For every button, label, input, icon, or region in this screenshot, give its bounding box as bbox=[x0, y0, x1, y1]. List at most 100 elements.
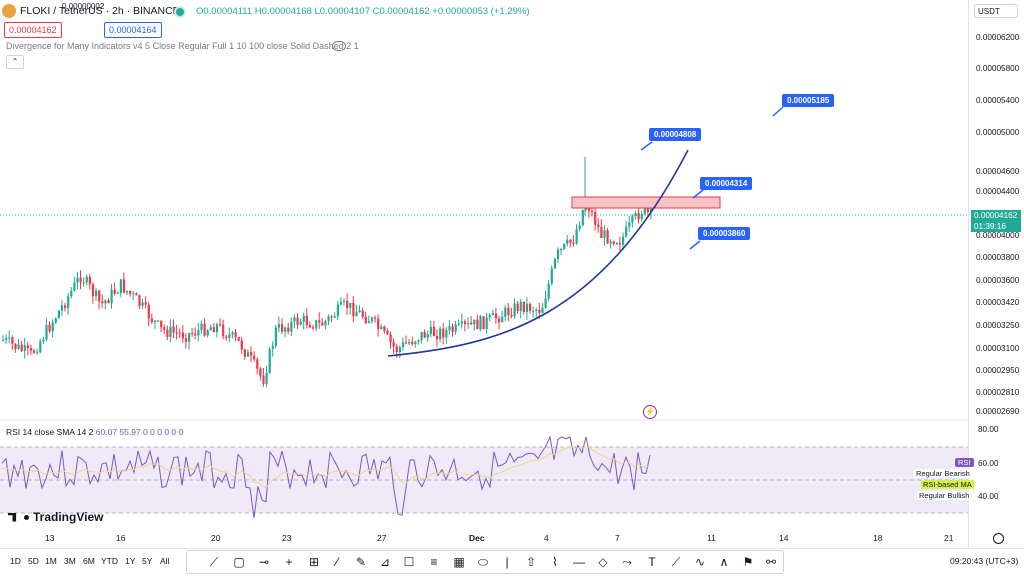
candle bbox=[150, 318, 153, 322]
tradingview-logo[interactable]: TradingView bbox=[8, 510, 103, 524]
timeframe-1d[interactable]: 1D bbox=[10, 556, 21, 566]
brush-icon[interactable]: ⟋ bbox=[671, 555, 681, 569]
candle bbox=[420, 331, 423, 341]
candle bbox=[135, 293, 138, 296]
candle bbox=[265, 372, 268, 384]
candle bbox=[318, 320, 321, 323]
candle bbox=[113, 289, 116, 294]
candle bbox=[153, 320, 157, 322]
currency-select[interactable]: USDT bbox=[974, 4, 1018, 18]
price-callout[interactable]: 0.00004808 bbox=[649, 128, 702, 141]
candle bbox=[144, 302, 147, 305]
candle bbox=[324, 320, 327, 326]
ruler-icon[interactable]: ⊿ bbox=[379, 555, 391, 569]
ellipse-icon[interactable]: ⬭ bbox=[477, 555, 489, 569]
timeframe-1m[interactable]: 1M bbox=[45, 556, 57, 566]
indicator-legend[interactable]: Divergence for Many Indicators v4 5 Clos… bbox=[6, 41, 359, 51]
timeframe-1y[interactable]: 1Y bbox=[125, 556, 136, 566]
price-callout[interactable]: 0.00003860 bbox=[698, 227, 751, 240]
candle bbox=[501, 316, 504, 323]
candle bbox=[175, 332, 178, 334]
candle bbox=[17, 344, 20, 349]
flag-icon[interactable]: ⚑ bbox=[742, 555, 754, 569]
candle bbox=[330, 316, 333, 318]
curve-icon[interactable]: ⤳ bbox=[622, 555, 632, 569]
candle bbox=[107, 300, 110, 304]
candle bbox=[2, 339, 5, 341]
candle bbox=[197, 330, 200, 336]
trend-line-icon[interactable]: ⟋ bbox=[209, 555, 219, 569]
text-tool-icon[interactable]: T bbox=[648, 555, 656, 569]
polyline-icon[interactable]: ∿ bbox=[694, 555, 706, 569]
candle bbox=[408, 342, 411, 344]
lightning-icon[interactable]: ⚡ bbox=[643, 405, 657, 419]
candle bbox=[343, 300, 346, 303]
candle bbox=[79, 277, 82, 283]
candle bbox=[209, 327, 212, 331]
price-tick: 0.00004000 bbox=[976, 231, 1020, 240]
triangle-icon[interactable]: ◇ bbox=[598, 555, 608, 569]
arrow-icon[interactable]: ⇧ bbox=[525, 555, 537, 569]
tradingview-dot-icon bbox=[24, 514, 29, 520]
candle bbox=[417, 340, 420, 342]
candle bbox=[262, 375, 265, 384]
candle bbox=[451, 326, 454, 332]
price-tick: 0.00003250 bbox=[976, 321, 1020, 330]
candle bbox=[544, 298, 547, 308]
candle bbox=[395, 346, 398, 352]
price-chart[interactable] bbox=[0, 0, 968, 548]
timeframe-5y[interactable]: 5Y bbox=[142, 556, 153, 566]
chevron-up-icon[interactable]: ⌃ bbox=[6, 55, 24, 69]
candle bbox=[284, 327, 287, 332]
price-callout[interactable]: 0.00004314 bbox=[700, 177, 753, 190]
text-icon[interactable]: ☐ bbox=[403, 555, 415, 569]
rsi-legend[interactable]: RSI 14 close SMA 14 2 60.07 55.97 0 0 0 … bbox=[6, 427, 183, 437]
pattern-icon[interactable]: ∧ bbox=[719, 555, 729, 569]
fib-icon[interactable]: ≡ bbox=[430, 555, 438, 569]
candle bbox=[398, 347, 401, 352]
price-tick: 0.00002690 bbox=[976, 407, 1020, 416]
horizontal-ray-icon[interactable]: ⊸ bbox=[258, 555, 270, 569]
rectangle-icon[interactable]: ▢ bbox=[233, 555, 245, 569]
candle bbox=[132, 293, 135, 295]
grid-icon[interactable]: ▦ bbox=[453, 555, 465, 569]
eye-icon[interactable] bbox=[332, 41, 346, 51]
candle bbox=[246, 352, 250, 357]
timeframe-3m[interactable]: 3M bbox=[64, 556, 76, 566]
crosshair-icon[interactable]: + bbox=[285, 555, 293, 569]
candle bbox=[126, 290, 129, 293]
candle bbox=[259, 368, 262, 376]
clock[interactable]: 09:20:43 (UTC+3) bbox=[950, 556, 1019, 566]
rsi-label: RSI 14 close SMA 14 2 bbox=[6, 427, 94, 437]
pen-icon[interactable]: ✎ bbox=[355, 555, 367, 569]
position-icon[interactable]: ⊞ bbox=[308, 555, 320, 569]
ray-icon[interactable]: ⁄ bbox=[335, 555, 338, 569]
timeframe-ytd[interactable]: YTD bbox=[101, 556, 118, 566]
candle bbox=[231, 332, 234, 335]
candle bbox=[640, 213, 643, 220]
price-tick: 0.00003800 bbox=[976, 253, 1020, 262]
candle bbox=[504, 307, 507, 317]
sell-button[interactable]: 0.00004162 bbox=[4, 22, 62, 38]
candle bbox=[516, 303, 519, 311]
candle bbox=[470, 322, 473, 325]
candle bbox=[225, 336, 228, 338]
price-callout[interactable]: 0.00005185 bbox=[782, 94, 835, 107]
chart-pattern-icon[interactable]: ⚯ bbox=[765, 555, 777, 569]
price-scale[interactable] bbox=[968, 0, 1024, 548]
timeframe-5d[interactable]: 5D bbox=[28, 556, 39, 566]
gear-icon[interactable] bbox=[993, 533, 1004, 544]
candle bbox=[333, 316, 336, 318]
vertical-line-icon[interactable]: | bbox=[505, 555, 509, 569]
timeframe-6m[interactable]: 6M bbox=[83, 556, 95, 566]
candle bbox=[141, 302, 144, 306]
candle bbox=[563, 243, 566, 250]
candle bbox=[597, 224, 600, 228]
symbol-title[interactable]: FLOKI / TetherUS · 2h · BINANCE bbox=[20, 5, 180, 17]
timeframe-all[interactable]: All bbox=[160, 556, 170, 566]
candle bbox=[383, 326, 386, 331]
candle bbox=[129, 290, 132, 294]
horizontal-line-icon[interactable]: — bbox=[573, 555, 585, 569]
buy-button[interactable]: 0.00004164 bbox=[104, 22, 162, 38]
path-icon[interactable]: ⌇ bbox=[552, 555, 558, 569]
